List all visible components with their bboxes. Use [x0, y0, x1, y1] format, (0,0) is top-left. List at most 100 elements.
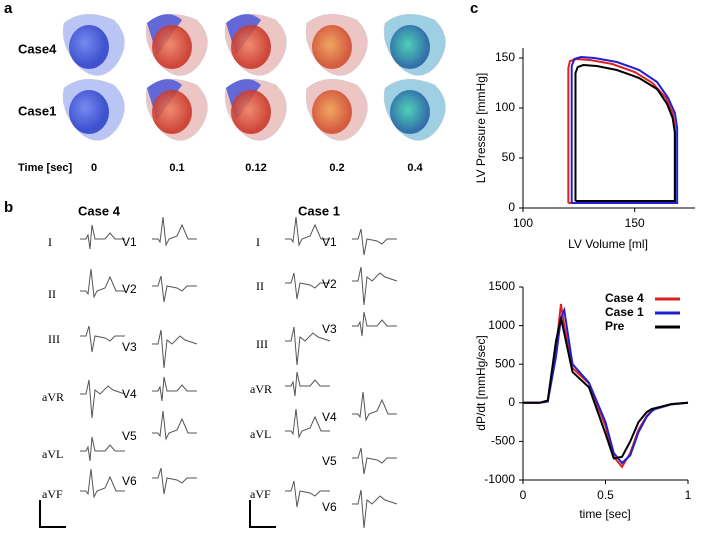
ecg-trace — [352, 228, 397, 256]
series-line — [574, 63, 676, 202]
ecg-trace — [80, 436, 125, 462]
time-value: 0 — [91, 162, 97, 174]
ecg-trace — [152, 275, 197, 303]
heart-inner — [152, 90, 192, 134]
row-label: Case1 — [18, 103, 56, 118]
lead-label: aVL — [250, 427, 271, 441]
ecg-trace — [80, 224, 125, 250]
lead-label: II — [256, 279, 264, 293]
lead-label: I — [256, 235, 260, 249]
ecg-trace — [352, 447, 397, 475]
lead-label: I — [48, 235, 52, 249]
ecg-trace — [285, 480, 330, 508]
lead-label: aVL — [42, 447, 63, 461]
heart-inner — [231, 25, 271, 69]
lead-label: V5 — [122, 429, 137, 443]
ecg-trace — [352, 266, 398, 306]
ecg-trace — [152, 329, 198, 369]
heart-inner — [69, 90, 109, 134]
x-tick-label: 100 — [513, 216, 533, 230]
lead-label: V2 — [122, 282, 137, 296]
ecg-trace — [352, 391, 397, 422]
time-value: 0.4 — [407, 162, 423, 174]
x-tick-label: 1 — [685, 488, 692, 502]
x-tick-label: 0.5 — [597, 488, 614, 502]
panel-label: c — [470, 0, 478, 17]
lead-label: V6 — [122, 474, 137, 488]
ecg-trace — [80, 268, 125, 299]
ecg-trace — [80, 379, 126, 419]
legend-label: Case 1 — [605, 305, 644, 319]
lead-label: V4 — [322, 410, 337, 424]
lead-label: V4 — [122, 387, 137, 401]
x-axis-label: LV Volume [ml] — [568, 237, 648, 251]
legend-label: Pre — [605, 319, 625, 333]
ecg-trace — [285, 216, 330, 247]
panel-label: a — [4, 0, 13, 17]
ecg-trace — [352, 489, 398, 529]
y-tick-label: 1000 — [488, 318, 515, 332]
lead-label: V1 — [322, 235, 337, 249]
lead-label: III — [256, 337, 268, 351]
heart-inner — [312, 90, 352, 134]
lead-label: aVR — [42, 390, 64, 404]
ecg-trace — [152, 467, 197, 495]
legend-label: Case 4 — [605, 291, 644, 305]
series-line — [523, 317, 689, 460]
ecg-trace — [80, 468, 125, 499]
x-axis-label: time [sec] — [579, 507, 630, 521]
y-tick-label: 50 — [502, 150, 516, 164]
lead-label: II — [48, 287, 56, 301]
ecg-trace — [152, 410, 197, 441]
y-axis-label: LV Pressure [mmHg] — [474, 73, 488, 183]
lead-label: aVR — [250, 382, 272, 396]
group-title: Case 1 — [298, 203, 340, 218]
x-tick-label: 150 — [625, 216, 645, 230]
time-label: Time [sec] — [18, 162, 73, 174]
y-tick-label: 0 — [508, 200, 515, 214]
lead-label: aVF — [250, 487, 271, 501]
ecg-trace — [285, 371, 330, 397]
ecg-trace — [285, 408, 330, 439]
lead-label: aVF — [42, 487, 63, 501]
lead-label: V2 — [322, 277, 337, 291]
lead-label: V3 — [322, 322, 337, 336]
ecg-trace — [285, 272, 330, 300]
ecg-trace — [352, 311, 397, 337]
heart-inner — [390, 25, 430, 69]
ecg-trace — [80, 325, 125, 353]
heart-inner — [390, 90, 430, 134]
y-tick-label: 500 — [495, 356, 515, 370]
y-tick-label: 150 — [495, 50, 515, 64]
ecg-trace — [285, 326, 331, 366]
x-tick-label: 0 — [520, 488, 527, 502]
time-value: 0.2 — [329, 162, 344, 174]
lead-label: V1 — [122, 235, 137, 249]
y-axis-label: dP/dt [mmHg/sec] — [474, 335, 488, 430]
series-line — [523, 306, 689, 465]
lead-label: V3 — [122, 340, 137, 354]
heart-inner — [312, 25, 352, 69]
y-tick-label: -1000 — [484, 472, 515, 486]
heart-inner — [152, 25, 192, 69]
y-tick-label: -500 — [491, 434, 515, 448]
series-line — [570, 55, 679, 204]
lead-label: III — [48, 332, 60, 346]
series-line — [567, 57, 676, 204]
ecg-trace — [152, 216, 197, 247]
y-tick-label: 0 — [508, 395, 515, 409]
y-tick-label: 100 — [495, 100, 515, 114]
lead-label: V5 — [322, 454, 337, 468]
ecg-trace — [152, 376, 197, 402]
scale-bar — [39, 500, 66, 528]
heart-inner — [231, 90, 271, 134]
y-tick-label: 1500 — [488, 279, 515, 293]
panel-label: b — [4, 199, 13, 216]
time-value: 0.12 — [245, 162, 266, 174]
scale-bar — [249, 500, 276, 528]
time-value: 0.1 — [169, 162, 184, 174]
heart-inner — [69, 25, 109, 69]
lead-label: V6 — [322, 500, 337, 514]
group-title: Case 4 — [78, 203, 121, 218]
